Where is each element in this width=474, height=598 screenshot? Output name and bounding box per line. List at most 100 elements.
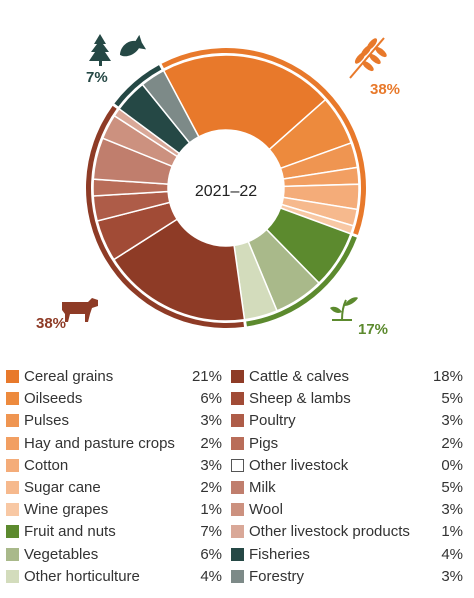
horticulture-group-label: 17% [358, 321, 388, 338]
legend-label: Milk [249, 478, 276, 496]
legend-item: Forestry 3% [231, 566, 463, 588]
legend-value: 3% [441, 501, 463, 519]
legend-swatch [231, 436, 244, 450]
legend-value: 3% [441, 567, 463, 585]
legend-swatch [6, 392, 19, 406]
legend-label: Fisheries [249, 545, 310, 563]
legend-label: Fruit and nuts [24, 523, 116, 541]
legend-item: Sugar cane 2% [6, 477, 222, 499]
legend-label: Sugar cane [24, 478, 101, 496]
legend-value: 5% [441, 478, 463, 496]
legend-value: 4% [441, 545, 463, 563]
legend-value: 5% [441, 390, 463, 408]
legend-value: 21% [191, 368, 222, 385]
legend-value: 4% [200, 567, 222, 585]
legend-value: 6% [200, 390, 222, 408]
group-arc-livestock [86, 105, 245, 328]
legend-label: Hay and pasture crops [24, 434, 175, 452]
legend-item: Poultry 3% [231, 410, 463, 432]
legend-value: 2% [200, 478, 222, 496]
legend-swatch [6, 525, 19, 539]
legend-swatch [231, 525, 244, 539]
legend-label: Other livestock [249, 456, 349, 474]
legend-item: Cereal grains 21% [6, 366, 222, 388]
legend-item: Fruit and nuts 7% [6, 521, 222, 543]
legend-label: Sheep & lambs [249, 390, 351, 408]
legend-label: Cattle & calves [249, 368, 350, 385]
legend-column-left: Cereal grains 21% Oilseeds 6% Pulses 3% Hay an… [6, 366, 222, 588]
legend: Cereal grains 21% Oilseeds 6% Pulses 3% Hay an… [0, 362, 474, 598]
legend-value: 3% [200, 456, 222, 474]
donut-slices [92, 54, 360, 322]
legend-item: Vegetables 6% [6, 544, 222, 566]
legend-item: Other livestock products 1% [231, 521, 463, 543]
legend-swatch [6, 569, 19, 583]
legend-value: 2% [200, 434, 222, 452]
legend-item: Wool 3% [231, 499, 463, 521]
group-arc-fishing-forestry [114, 65, 162, 107]
legend-label: Pigs [249, 434, 279, 452]
legend-label: Wine grapes [24, 501, 109, 519]
legend-item: Pulses 3% [6, 410, 222, 432]
legend-value: 3% [441, 412, 463, 430]
legend-item: Other livestock 0% [231, 455, 463, 477]
legend-label: Vegetables [24, 545, 99, 563]
legend-swatch [6, 414, 19, 428]
legend-value: 6% [200, 545, 222, 563]
livestock-group-label: 38% [36, 315, 66, 332]
legend-value: 1% [200, 501, 222, 519]
legend-item: Wine grapes 1% [6, 499, 222, 521]
legend-item: Pigs 2% [231, 433, 463, 455]
legend-label: Forestry [249, 567, 305, 585]
legend-swatch [231, 503, 244, 517]
fishing-forestry-group-label: 7% [86, 69, 108, 86]
legend-label: Oilseeds [24, 390, 83, 408]
legend-label: Pulses [24, 412, 70, 430]
legend-swatch [6, 503, 19, 517]
legend-swatch [6, 480, 19, 494]
legend-label: Other livestock products [249, 523, 410, 541]
legend-label: Cereal grains [24, 368, 114, 385]
group-arcs [86, 47, 366, 328]
legend-swatch [231, 569, 244, 583]
legend-value: 3% [200, 412, 222, 430]
wheat-icon [349, 37, 387, 79]
legend-swatch [231, 458, 244, 472]
legend-item: Sheep & lambs 5% [231, 388, 463, 410]
legend-swatch [6, 370, 19, 383]
legend-swatch [231, 370, 244, 383]
slice-cereal-grains [162, 54, 327, 151]
legend-value: 1% [441, 523, 463, 541]
legend-swatch [6, 436, 19, 450]
legend-swatch [231, 480, 244, 494]
legend-label: Wool [249, 501, 283, 519]
legend-label: Poultry [249, 412, 296, 430]
legend-value: 7% [200, 523, 222, 541]
legend-swatch [231, 392, 244, 406]
seedling-icon [330, 297, 358, 321]
tree-and-fish-icon [89, 34, 147, 66]
legend-swatch [6, 458, 19, 472]
legend-value: 0% [441, 456, 463, 474]
slice-forestry [141, 69, 200, 144]
legend-item: Fisheries 4% [231, 544, 463, 566]
legend-swatch [6, 547, 19, 561]
legend-swatch [231, 414, 244, 428]
legend-item: Cattle & calves 18% [231, 366, 463, 388]
legend-item: Milk 5% [231, 477, 463, 499]
legend-item: Oilseeds 6% [6, 388, 222, 410]
legend-value: 18% [432, 368, 463, 385]
donut-chart: 2021–22 38% 17% 38% 7% [36, 34, 400, 338]
legend-column-right: Cattle & calves 18% Sheep & lambs 5% Poultry… [231, 366, 463, 588]
legend-value: 2% [441, 434, 463, 452]
center-label: 2021–22 [195, 183, 257, 200]
legend-swatch [231, 547, 244, 561]
crops-group-label: 38% [370, 81, 400, 98]
legend-label: Cotton [24, 456, 69, 474]
legend-label: Other horticulture [24, 567, 140, 585]
slice-cattle-calves [112, 218, 246, 322]
legend-item: Hay and pasture crops 2% [6, 433, 222, 455]
cow-icon [62, 298, 98, 322]
legend-item: Cotton 3% [6, 455, 222, 477]
legend-item: Other horticulture 4% [6, 566, 222, 588]
